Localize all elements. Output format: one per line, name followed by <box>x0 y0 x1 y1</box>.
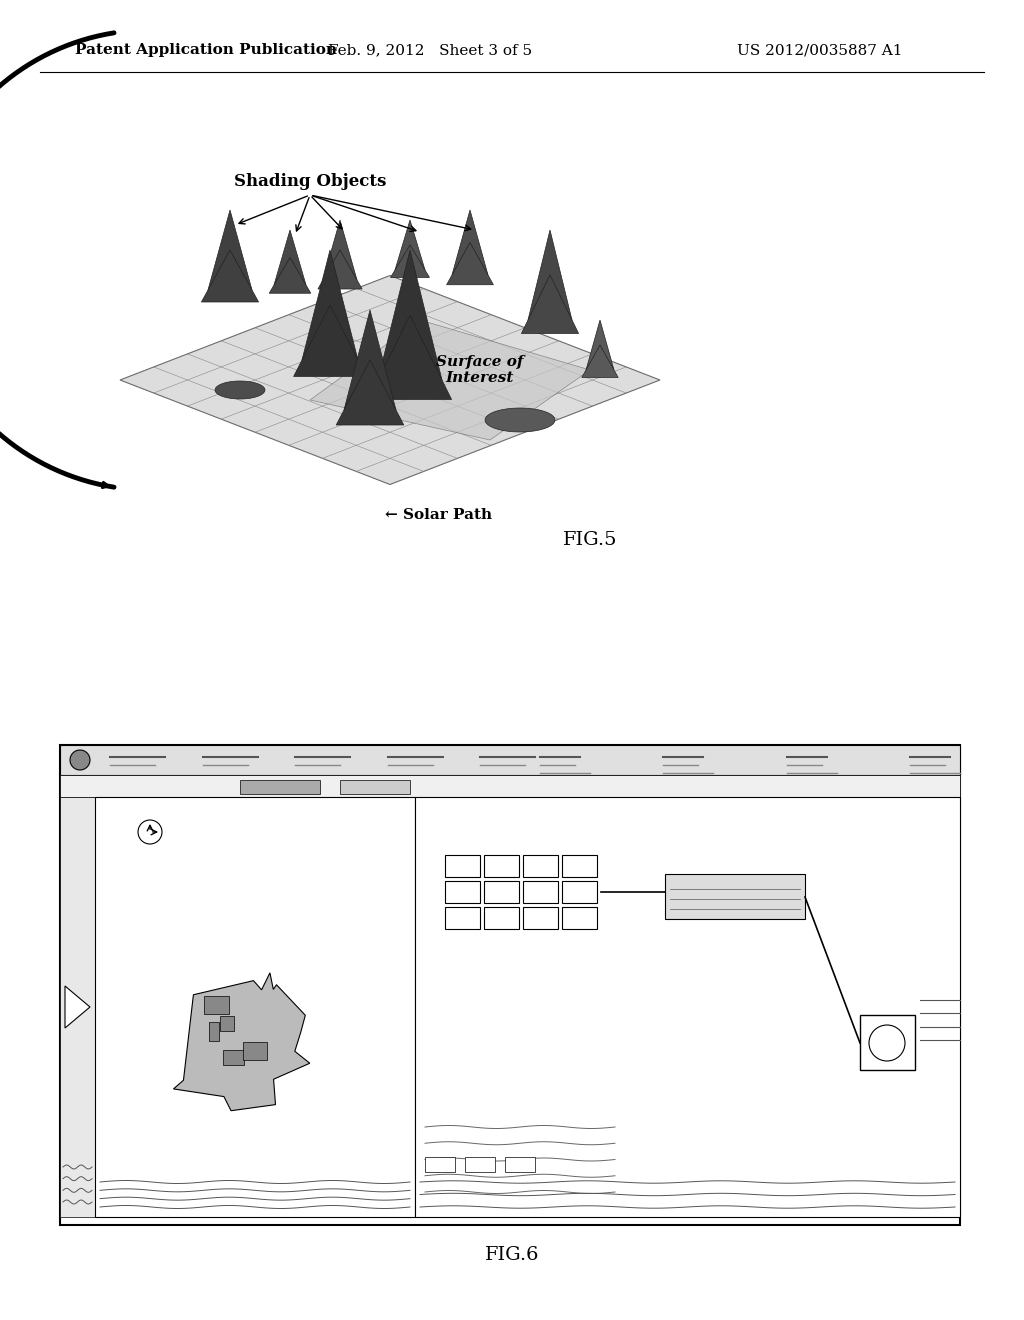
Bar <box>562 907 597 929</box>
Polygon shape <box>582 345 618 378</box>
Bar <box>204 995 228 1014</box>
Polygon shape <box>586 319 614 370</box>
Text: FIG.6: FIG.6 <box>484 1246 540 1265</box>
Text: Shading Objects: Shading Objects <box>233 173 386 190</box>
Polygon shape <box>378 249 442 380</box>
Polygon shape <box>294 305 367 376</box>
Bar <box>523 907 558 929</box>
Text: US 2012/0035887 A1: US 2012/0035887 A1 <box>737 44 903 57</box>
Bar <box>465 1158 495 1172</box>
Polygon shape <box>395 220 425 271</box>
Polygon shape <box>369 315 452 400</box>
Polygon shape <box>302 249 358 360</box>
Polygon shape <box>65 986 90 1028</box>
Text: Feb. 9, 2012   Sheet 3 of 5: Feb. 9, 2012 Sheet 3 of 5 <box>328 44 532 57</box>
Polygon shape <box>202 249 259 302</box>
Polygon shape <box>390 246 429 277</box>
Bar <box>484 880 519 903</box>
Circle shape <box>138 820 162 843</box>
Bar <box>95 797 415 1217</box>
Circle shape <box>869 1026 905 1061</box>
Bar <box>445 880 480 903</box>
Bar <box>220 1015 234 1031</box>
Bar <box>60 744 961 775</box>
Text: Patent Application Publication: Patent Application Publication <box>75 44 337 57</box>
Polygon shape <box>310 319 590 440</box>
Bar <box>505 1158 535 1172</box>
Polygon shape <box>521 275 579 334</box>
Bar <box>209 1022 219 1041</box>
Polygon shape <box>485 408 555 432</box>
Bar <box>523 855 558 876</box>
Bar <box>240 780 319 795</box>
Bar <box>415 797 961 1217</box>
Bar <box>484 907 519 929</box>
Bar <box>665 874 805 919</box>
Bar <box>445 855 480 876</box>
Bar <box>340 780 410 795</box>
Bar <box>425 1158 455 1172</box>
Bar <box>243 1041 267 1060</box>
Polygon shape <box>528 230 572 319</box>
Polygon shape <box>208 210 252 290</box>
Circle shape <box>70 750 90 770</box>
Text: Surface of
Interest: Surface of Interest <box>436 355 523 385</box>
FancyBboxPatch shape <box>60 744 961 1225</box>
Bar <box>562 855 597 876</box>
Polygon shape <box>274 230 306 285</box>
Bar <box>562 880 597 903</box>
Polygon shape <box>452 210 488 275</box>
Text: ← Solar Path: ← Solar Path <box>385 508 493 521</box>
Polygon shape <box>336 360 403 425</box>
Polygon shape <box>344 310 396 411</box>
Polygon shape <box>173 973 310 1110</box>
Bar <box>445 907 480 929</box>
Polygon shape <box>446 243 494 285</box>
Bar <box>484 855 519 876</box>
Bar <box>60 775 961 797</box>
Text: FIG.5: FIG.5 <box>563 531 617 549</box>
Polygon shape <box>120 276 660 484</box>
Polygon shape <box>215 381 265 399</box>
Bar <box>860 1015 915 1071</box>
Bar <box>523 880 558 903</box>
Bar <box>60 797 95 1217</box>
Polygon shape <box>323 220 357 280</box>
Bar <box>223 1051 244 1065</box>
Polygon shape <box>317 249 362 289</box>
Polygon shape <box>269 257 311 293</box>
